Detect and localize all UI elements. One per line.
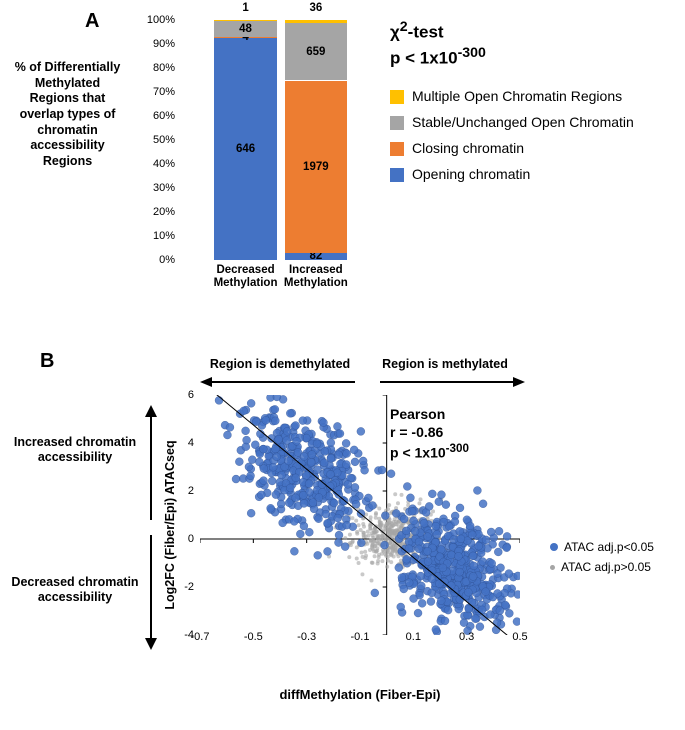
panel-a: A % of Differentially Methylated Regions… — [10, 10, 675, 320]
scatter-chart: Region is demethylated Region is methyla… — [160, 385, 530, 665]
legend-opening: Opening chromatin — [390, 166, 670, 182]
top-anno-right: Region is methylated — [370, 357, 520, 371]
seg-label: 1 — [214, 2, 277, 14]
panel-a-label: A — [85, 10, 99, 33]
xtick: -0.3 — [297, 631, 316, 643]
stacked-bar-chart: 0%10%20%30%40%50%60%70%80%90%100%6464481… — [140, 20, 370, 280]
ytick: 70% — [140, 86, 175, 98]
legend-sig: ATAC adj.p<0.05 — [550, 540, 654, 554]
ytick: 30% — [140, 182, 175, 194]
ytick: 10% — [140, 230, 175, 242]
panel-b-legend: ATAC adj.p<0.05 ATAC adj.p>0.05 — [550, 540, 654, 580]
ytick: 80% — [140, 62, 175, 74]
top-arrow-left — [200, 375, 360, 389]
seg-multiple — [285, 20, 348, 23]
seg-label: 659 — [285, 46, 348, 58]
panel-a-legend: χ2-testp < 1x10-300 Multiple Open Chroma… — [390, 18, 670, 192]
panel-a-ylabel: % of Differentially Methylated Regions t… — [10, 60, 125, 169]
seg-label: 1979 — [285, 161, 348, 173]
legend-multiple: Multiple Open Chromatin Regions — [390, 88, 670, 104]
bar-1: 82197965936 — [285, 20, 348, 260]
xtick: 0.5 — [512, 631, 527, 643]
xtick: 0.1 — [406, 631, 421, 643]
xtick: 0.3 — [459, 631, 474, 643]
side-arrow-up — [142, 405, 160, 525]
ytick: 20% — [140, 206, 175, 218]
xtick: -0.5 — [244, 631, 263, 643]
side-anno-bottom: Decreased chromatin accessibility — [10, 575, 140, 605]
legend-stable: Stable/Unchanged Open Chromatin — [390, 114, 670, 130]
xtick: -0.7 — [191, 631, 210, 643]
top-anno-left: Region is demethylated — [200, 357, 360, 371]
panel-b-label: B — [40, 350, 54, 373]
seg-label: 48 — [214, 23, 277, 35]
bar-0: 6464481 — [214, 20, 277, 260]
ytick: 90% — [140, 38, 175, 50]
side-arrow-down — [142, 530, 160, 650]
scatter-xlabel: diffMethylation (Fiber-Epi) — [200, 687, 520, 702]
legend-nonsig: ATAC adj.p>0.05 — [550, 560, 654, 574]
side-anno-top: Increased chromatin accessibility — [10, 435, 140, 465]
ytick: 0% — [140, 254, 175, 266]
chi2-stat: χ2-testp < 1x10-300 — [390, 18, 670, 70]
ytick: 100% — [140, 14, 175, 26]
xlabel: IncreasedMethylation — [270, 264, 363, 290]
seg-label: 36 — [285, 2, 348, 14]
scatter-ylabel: Log2FC (Fiber/Epi) ATACseq — [163, 405, 177, 645]
legend-closing: Closing chromatin — [390, 140, 670, 156]
ytick: 6 — [172, 389, 194, 401]
panel-b: B Increased chromatin accessibility Decr… — [10, 350, 675, 720]
ytick: 50% — [140, 134, 175, 146]
pearson-stat: Pearsonr = -0.86p < 1x10-300 — [390, 405, 469, 462]
top-arrow-right — [375, 375, 525, 389]
xtick: -0.1 — [351, 631, 370, 643]
ytick: 60% — [140, 110, 175, 122]
ytick: 40% — [140, 158, 175, 170]
seg-label: 646 — [214, 143, 277, 155]
